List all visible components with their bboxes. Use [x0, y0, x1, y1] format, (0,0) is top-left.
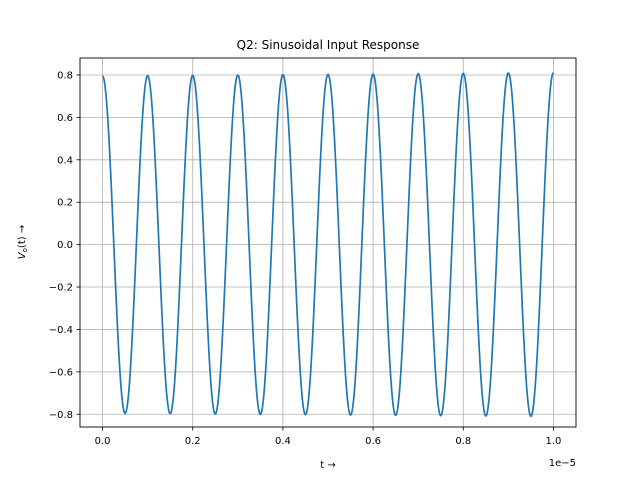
x-tick-label: 0.0	[95, 436, 111, 447]
x-tick-label: 0.8	[455, 436, 471, 447]
x-axis-label: t →	[320, 460, 335, 471]
y-axis-label-rest: (t) →	[17, 225, 28, 248]
x-tick-label: 1.0	[546, 436, 562, 447]
y-tick-label: 0.2	[57, 198, 73, 209]
x-offset-label: 1e−5	[549, 458, 576, 469]
y-tick-label: −0.2	[49, 283, 73, 294]
x-tick-label: 0.6	[365, 436, 381, 447]
x-tick-label: 0.2	[185, 436, 201, 447]
y-axis-label: Vo(t) →	[17, 225, 29, 259]
x-tick-label: 0.4	[275, 436, 291, 447]
x-axis: 0.0 0.2 0.4 0.6 0.8 1.0	[95, 427, 562, 447]
y-tick-label: 0.8	[57, 70, 73, 81]
y-axis-label-main: V	[17, 251, 28, 259]
plot-frame	[79, 57, 577, 428]
y-axis: −0.8 −0.6 −0.4 −0.2 0.0 0.2 0.4 0.6 0.8	[49, 70, 80, 421]
y-axis-label-sub: o	[21, 248, 29, 252]
y-tick-label: 0.6	[57, 113, 73, 124]
plot-area	[80, 58, 576, 427]
y-tick-label: 0.4	[57, 155, 73, 166]
y-tick-label: −0.8	[49, 410, 73, 421]
y-tick-label: 0.0	[57, 240, 73, 251]
y-tick-label: −0.4	[49, 325, 73, 336]
grid	[80, 58, 576, 427]
series-line	[102, 72, 554, 418]
y-tick-label: −0.6	[49, 367, 73, 378]
chart-title: Q2: Sinusoidal Input Response	[237, 38, 420, 52]
